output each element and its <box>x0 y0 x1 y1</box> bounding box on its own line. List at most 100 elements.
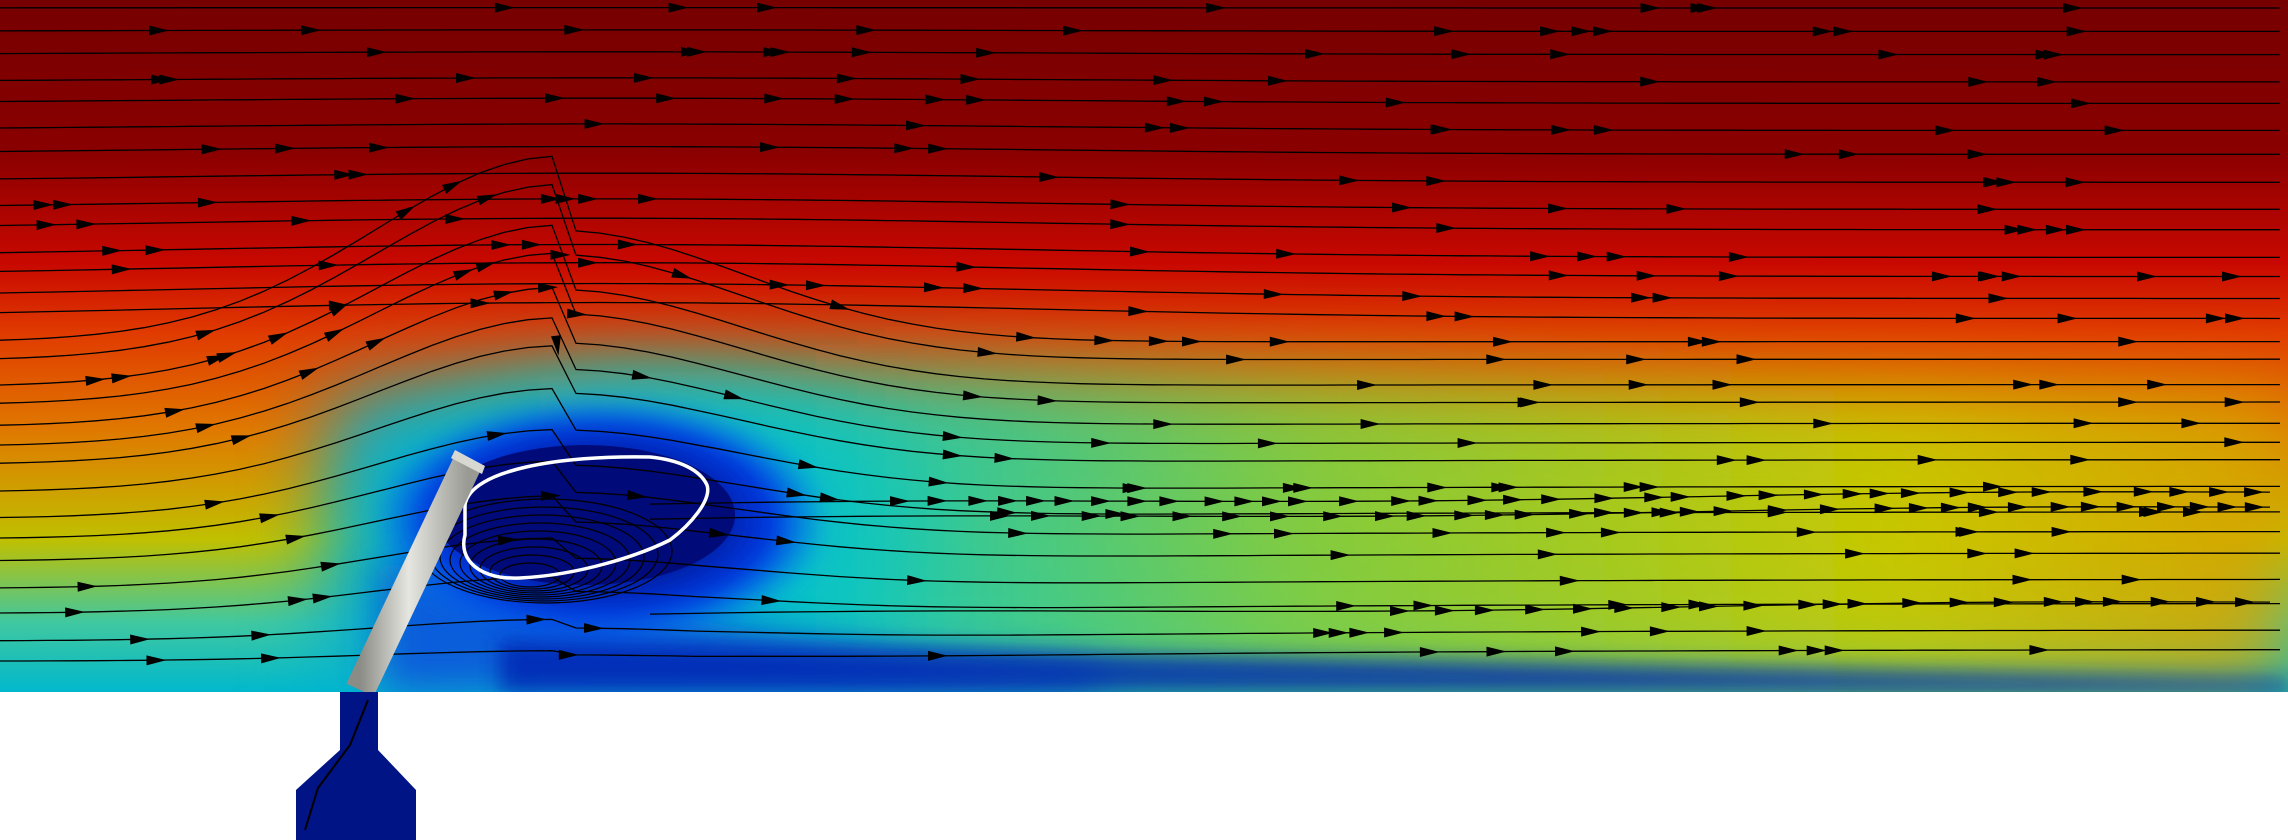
streamline-arrow <box>1546 527 1567 538</box>
streamline-arrow <box>2014 548 2035 559</box>
streamline-arrow <box>1993 597 2014 608</box>
streamline-arrow <box>1746 455 1767 466</box>
streamline-arrow <box>1743 600 1764 611</box>
streamline-arrow <box>1631 292 1652 303</box>
streamline-arrow <box>681 46 702 57</box>
streamline-arrow <box>1110 219 1131 230</box>
streamline-arrow <box>251 630 272 641</box>
streamline-arrow <box>323 328 345 342</box>
streamline-arrow <box>1908 503 1929 513</box>
streamline-arrow <box>1181 336 1202 347</box>
streamline-arrow <box>927 495 948 506</box>
streamline-arrow <box>558 649 579 660</box>
streamline-arrow <box>1031 510 1051 521</box>
streamline-arrow <box>2066 224 2086 235</box>
streamline-arrow <box>2065 177 2086 188</box>
streamline-arrow <box>2012 574 2033 585</box>
streamline-arrow <box>1339 496 1360 507</box>
velocity-field <box>0 0 2288 692</box>
streamline-arrow <box>2029 645 2050 656</box>
streamline-arrow <box>267 332 289 345</box>
streamline-arrow <box>1628 379 1649 390</box>
streamline-arrow <box>998 495 1019 506</box>
streamline-arrow <box>1486 354 1507 365</box>
streamline-arrow <box>671 267 692 279</box>
streamline-arrow <box>1467 495 1488 506</box>
streamline-arrow <box>1213 528 1234 539</box>
streamline-arrow <box>1701 336 1722 347</box>
streamline-arrow <box>1360 419 1381 430</box>
streamline-arrow <box>976 47 997 58</box>
streamline-arrow <box>1263 289 1284 300</box>
streamline-arrow <box>1600 527 1621 538</box>
streamline-arrow <box>963 283 984 294</box>
streamline-arrow <box>2118 336 2139 347</box>
streamline-arrow <box>1349 627 1370 638</box>
streamline-arrow <box>1739 397 1760 408</box>
streamline-arrow <box>1270 511 1290 522</box>
streamline-arrow <box>298 367 319 380</box>
streamline-arrow <box>1967 502 1988 513</box>
vortex-contour <box>462 455 710 580</box>
streamline-arrow <box>1593 124 1614 135</box>
streamline-arrow <box>1153 419 1174 430</box>
streamline-arrow <box>1418 495 1439 506</box>
streamline-arrow <box>1548 270 1569 281</box>
streamline-arrow <box>2075 596 2095 607</box>
streamline-arrow <box>1166 96 1187 107</box>
streamline-arrow <box>1432 528 1453 539</box>
streamline-arrow <box>287 596 308 607</box>
streamline-arrow <box>1457 438 1478 449</box>
streamline-arrow <box>1758 490 1779 501</box>
streamline-arrow <box>2031 487 2052 497</box>
streamline-arrow <box>216 352 237 363</box>
streamline <box>0 77 2280 83</box>
streamline-arrow <box>1222 511 1243 522</box>
streamline-arrow <box>1525 604 1546 615</box>
streamline-arrow <box>890 496 910 507</box>
streamline-arrow <box>1159 496 1180 507</box>
streamline-arrow <box>829 299 850 310</box>
streamline-arrow <box>1127 496 1148 507</box>
streamline-arrow <box>1037 395 1058 406</box>
streamline-arrow <box>925 94 946 105</box>
streamline-arrow <box>1550 49 1571 60</box>
streamline-arrow <box>1636 270 1657 281</box>
streamline-arrow <box>318 260 339 271</box>
streamline <box>0 252 2280 404</box>
streamline-arrow <box>928 143 949 154</box>
streamline-arrow <box>564 24 585 35</box>
streamline-arrow <box>291 215 312 226</box>
streamline-arrow <box>2001 271 2022 282</box>
streamline-arrow <box>1063 25 1084 36</box>
streamline-arrow <box>775 535 797 546</box>
streamline-arrow <box>2080 501 2101 512</box>
streamline-arrow <box>1623 482 1644 493</box>
streamline-arrow <box>1931 271 1952 282</box>
streamline-arrows <box>33 2 2265 666</box>
streamline-arrow <box>2137 271 2158 282</box>
streamline-arrow <box>583 623 604 634</box>
streamline-arrow <box>1982 481 2003 492</box>
streamline-arrow <box>2050 501 2071 512</box>
streamline-arrow <box>2169 486 2190 497</box>
streamline-arrow <box>369 142 390 153</box>
streamline-arrow <box>1959 526 1980 537</box>
streamline <box>0 262 2280 278</box>
streamline-arrow <box>1454 510 1475 521</box>
streamline-arrow <box>259 513 280 524</box>
streamline-arrow <box>550 335 561 356</box>
streamline-arrow <box>111 264 132 275</box>
streamline-arrow <box>626 490 648 501</box>
streamline-arrow <box>195 423 216 434</box>
streamline-arrow <box>1833 26 1854 37</box>
streamline-arrow <box>301 25 322 36</box>
streamline-arrow <box>1434 26 1455 37</box>
streamline-arrow <box>540 193 561 204</box>
streamline-arrow <box>2224 437 2245 448</box>
streamline-arrow <box>2157 501 2177 512</box>
streamline-arrow <box>540 490 561 501</box>
streamline-arrow <box>1081 511 1102 521</box>
streamline-arrow <box>928 476 949 487</box>
streamline-arrow <box>2196 596 2217 607</box>
